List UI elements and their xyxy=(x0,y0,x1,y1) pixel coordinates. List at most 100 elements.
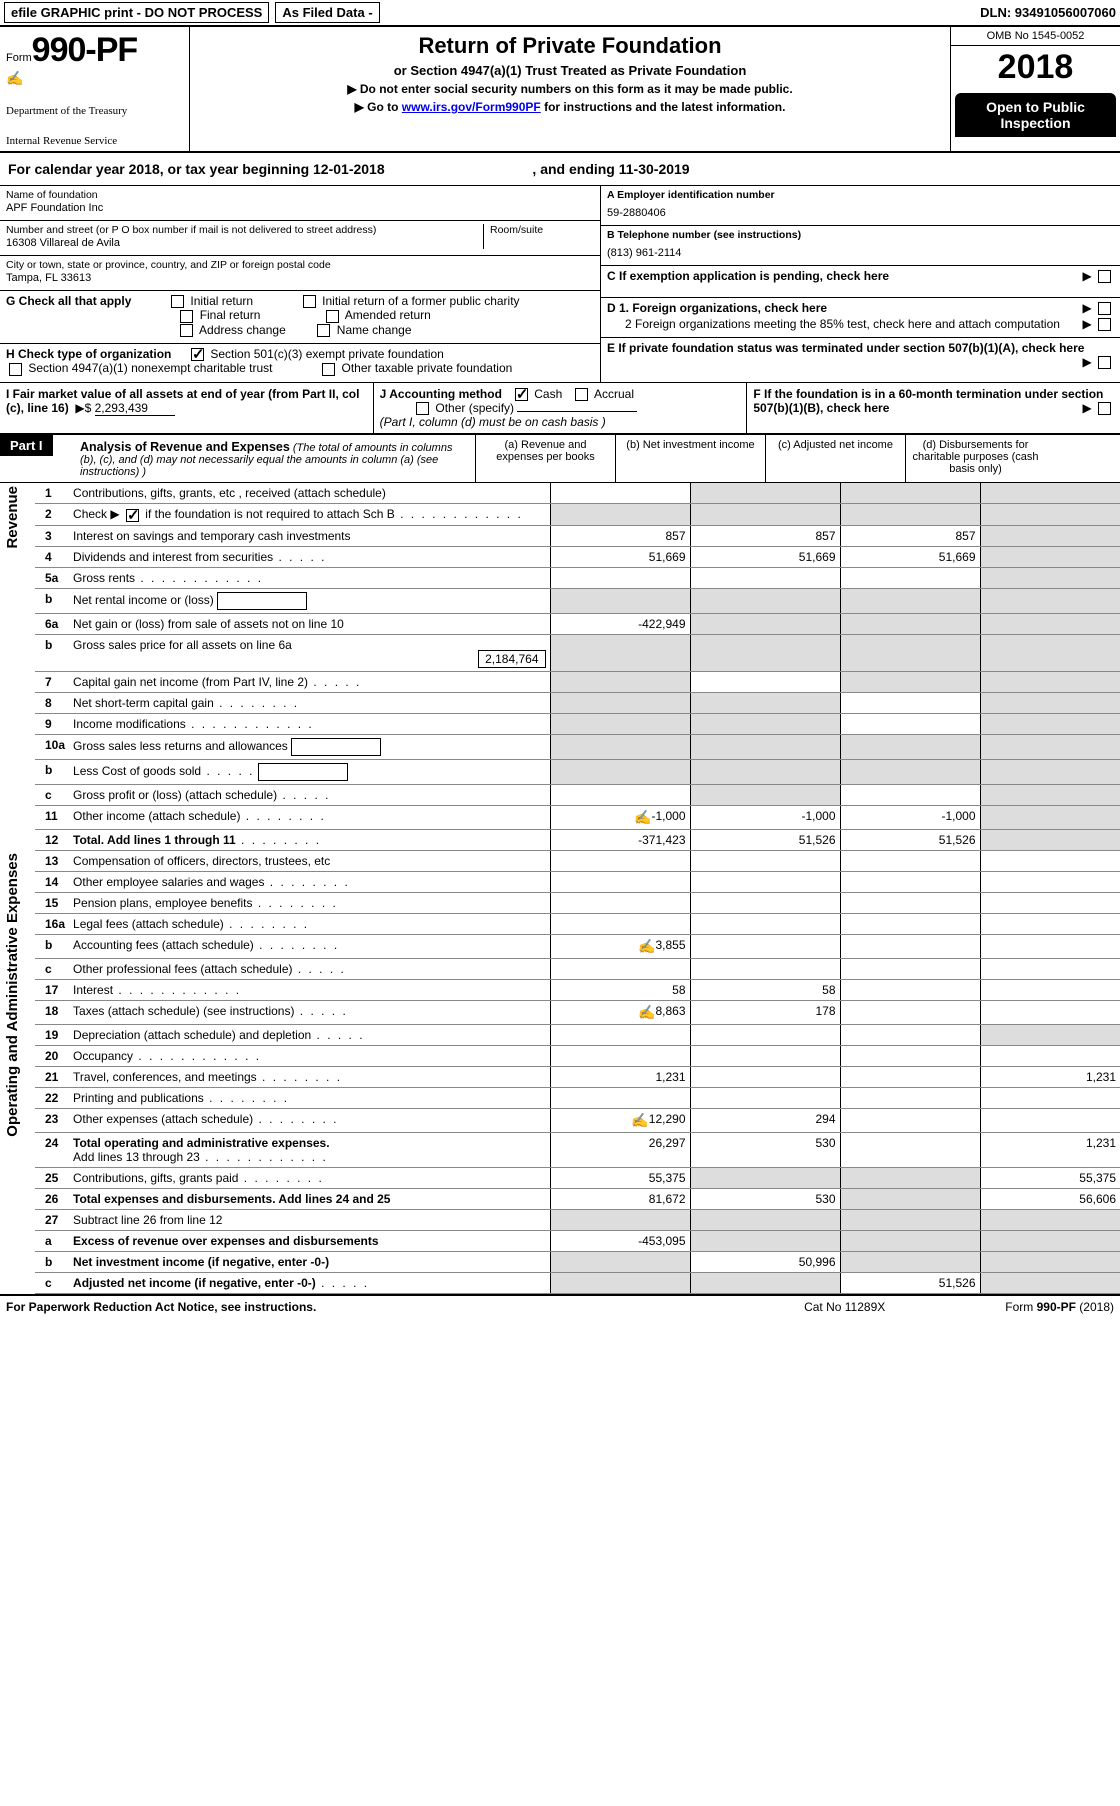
table-row: b Gross sales price for all assets on li… xyxy=(0,634,1120,671)
street-address: 16308 Villareal de Avila xyxy=(6,237,477,249)
room-suite-label: Room/suite xyxy=(490,224,594,236)
table-row: 2 Check ▶ if the foundation is not requi… xyxy=(0,504,1120,525)
table-row: 15 Pension plans, employee benefits xyxy=(0,892,1120,913)
table-row: Revenue 1 Contributions, gifts, grants, … xyxy=(0,483,1120,504)
foreign-85-checkbox[interactable] xyxy=(1098,318,1111,331)
section-b: B Telephone number (see instructions) (8… xyxy=(601,226,1120,266)
part1-badge: Part I xyxy=(0,435,53,456)
header-right: OMB No 1545-0052 2018 Open to Public Ins… xyxy=(950,27,1120,151)
telephone: (813) 961-2114 xyxy=(607,247,1114,259)
foundation-name-cell: Name of foundation APF Foundation Inc xyxy=(0,186,600,221)
table-row: b Net rental income or (loss) xyxy=(0,588,1120,613)
table-row: 7 Capital gain net income (from Part IV,… xyxy=(0,671,1120,692)
amended-return-checkbox[interactable] xyxy=(326,310,339,323)
table-row: 8 Net short-term capital gain xyxy=(0,692,1120,713)
open-to-public: Open to Public Inspection xyxy=(955,93,1116,137)
fmv-value: 2,293,439 xyxy=(95,401,175,416)
name-change-checkbox[interactable] xyxy=(317,324,330,337)
col-a-header: (a) Revenue and expenses per books xyxy=(475,435,615,482)
table-row: 19 Depreciation (attach schedule) and de… xyxy=(0,1024,1120,1045)
4947a1-checkbox[interactable] xyxy=(9,363,22,376)
part1-title-cell: Part I Analysis of Revenue and Expenses … xyxy=(0,435,475,482)
identification-block: Name of foundation APF Foundation Inc Nu… xyxy=(0,186,1120,383)
attachment-icon[interactable]: ✍ xyxy=(638,1004,655,1020)
table-row: 9 Income modifications xyxy=(0,713,1120,734)
501c3-checkbox[interactable] xyxy=(191,348,204,361)
address-cell: Number and street (or P O box number if … xyxy=(0,221,600,256)
revenue-side-label: Revenue xyxy=(4,486,21,549)
table-row: 10a Gross sales less returns and allowan… xyxy=(0,734,1120,759)
expenses-side-label: Operating and Administrative Expenses xyxy=(4,853,21,1137)
other-method-checkbox[interactable] xyxy=(416,402,429,415)
fmv-label: I Fair market value of all assets at end… xyxy=(6,387,359,415)
efile-sigil-icon: ✍ xyxy=(6,70,183,87)
dln-number: DLN: 93491056007060 xyxy=(980,5,1116,20)
table-row: 16a Legal fees (attach schedule) xyxy=(0,913,1120,934)
other-taxable-checkbox[interactable] xyxy=(322,363,335,376)
final-return-checkbox[interactable] xyxy=(180,310,193,323)
table-row: 3 Interest on savings and temporary cash… xyxy=(0,525,1120,546)
calendar-year-line: For calendar year 2018, or tax year begi… xyxy=(0,153,1120,186)
page-footer: For Paperwork Reduction Act Notice, see … xyxy=(0,1294,1120,1318)
table-row: 6a Net gain or (loss) from sale of asset… xyxy=(0,613,1120,634)
table-row: 17 Interest 58 58 xyxy=(0,979,1120,1000)
table-row: 5a Gross rents xyxy=(0,567,1120,588)
omb-number: OMB No 1545-0052 xyxy=(951,27,1120,46)
section-a: A Employer identification number 59-2880… xyxy=(601,186,1120,226)
form-title: Return of Private Foundation xyxy=(200,33,940,59)
cash-checkbox[interactable] xyxy=(515,388,528,401)
table-row: 14 Other employee salaries and wages xyxy=(0,871,1120,892)
table-row: c Adjusted net income (if negative, ente… xyxy=(0,1272,1120,1293)
foundation-name: APF Foundation Inc xyxy=(6,202,594,214)
section-c: C If exemption application is pending, c… xyxy=(601,266,1120,298)
section-g: G Check all that apply Initial return In… xyxy=(0,291,600,344)
attachment-icon[interactable]: ✍ xyxy=(634,809,651,825)
cat-no: Cat No 11289X xyxy=(804,1300,885,1314)
section-ijf: I Fair market value of all assets at end… xyxy=(0,383,1120,435)
table-row: b Accounting fees (attach schedule) ✍3,8… xyxy=(0,934,1120,958)
col-d-header: (d) Disbursements for charitable purpose… xyxy=(905,435,1045,482)
attachment-icon[interactable]: ✍ xyxy=(631,1112,648,1128)
header-title-block: Return of Private Foundation or Section … xyxy=(190,27,950,151)
status-terminated-checkbox[interactable] xyxy=(1098,356,1111,369)
accounting-method-label: J Accounting method xyxy=(380,387,502,401)
city-state-zip: Tampa, FL 33613 xyxy=(6,272,594,284)
header-left: Form990-PF ✍ Department of the Treasury … xyxy=(0,27,190,151)
initial-return-former-checkbox[interactable] xyxy=(303,295,316,308)
form-footer-ref: Form 990-PF (2018) xyxy=(1005,1300,1114,1314)
table-row: 20 Occupancy xyxy=(0,1045,1120,1066)
ein: 59-2880406 xyxy=(607,207,1114,219)
table-row: c Other professional fees (attach schedu… xyxy=(0,958,1120,979)
section-h: H Check type of organization Section 501… xyxy=(0,344,600,382)
table-row: 18 Taxes (attach schedule) (see instruct… xyxy=(0,1000,1120,1024)
section-e: E If private foundation status was termi… xyxy=(601,338,1120,361)
address-change-checkbox[interactable] xyxy=(180,324,193,337)
dept-treasury: Department of the Treasury xyxy=(6,105,183,117)
attachment-icon[interactable]: ✍ xyxy=(638,938,655,954)
form-prefix: Form xyxy=(6,52,32,64)
col-b-header: (b) Net investment income xyxy=(615,435,765,482)
city-cell: City or town, state or province, country… xyxy=(0,256,600,291)
dept-irs: Internal Revenue Service xyxy=(6,135,183,147)
goto-link-line: ▶ Go to www.irs.gov/Form990PF for instru… xyxy=(200,100,940,114)
table-row: 24 Total operating and administrative ex… xyxy=(0,1132,1120,1167)
exemption-pending-checkbox[interactable] xyxy=(1098,270,1111,283)
60-month-checkbox[interactable] xyxy=(1098,402,1111,415)
table-row: 25 Contributions, gifts, grants paid 55,… xyxy=(0,1167,1120,1188)
efile-print-label: efile GRAPHIC print - DO NOT PROCESS xyxy=(4,2,269,23)
table-row: 22 Printing and publications xyxy=(0,1087,1120,1108)
table-row: b Net investment income (if negative, en… xyxy=(0,1251,1120,1272)
table-row: 12 Total. Add lines 1 through 11 -371,42… xyxy=(0,829,1120,850)
accrual-checkbox[interactable] xyxy=(575,388,588,401)
sch-b-checkbox[interactable] xyxy=(126,509,139,522)
top-banner: efile GRAPHIC print - DO NOT PROCESS As … xyxy=(0,0,1120,27)
table-row: 23 Other expenses (attach schedule) ✍12,… xyxy=(0,1108,1120,1132)
table-row: 26 Total expenses and disbursements. Add… xyxy=(0,1188,1120,1209)
form990pf-link[interactable]: www.irs.gov/Form990PF xyxy=(402,100,541,114)
table-row: 11 Other income (attach schedule) ✍-1,00… xyxy=(0,805,1120,829)
ssn-warning: ▶ Do not enter social security numbers o… xyxy=(200,82,940,96)
paperwork-notice: For Paperwork Reduction Act Notice, see … xyxy=(6,1300,316,1314)
initial-return-checkbox[interactable] xyxy=(171,295,184,308)
foreign-org-checkbox[interactable] xyxy=(1098,302,1111,315)
col-c-header: (c) Adjusted net income xyxy=(765,435,905,482)
